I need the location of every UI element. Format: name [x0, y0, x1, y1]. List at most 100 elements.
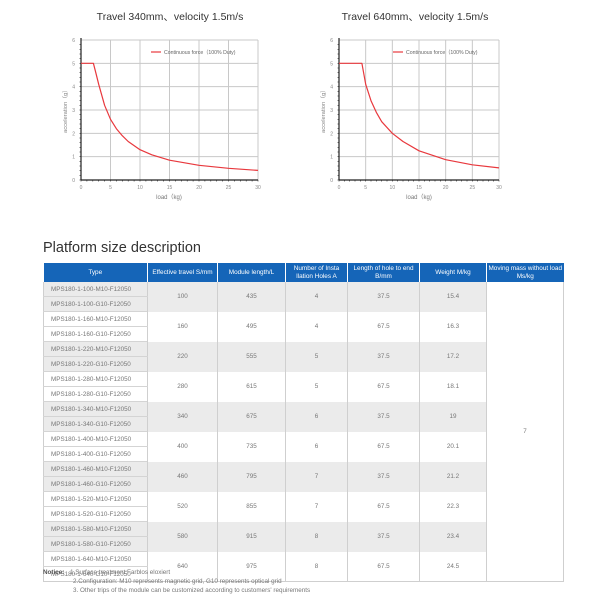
legend-label: Continuous force（100% Duty) [164, 49, 236, 56]
cell-hole-to-end: 37.5 [347, 521, 420, 552]
y-tick-label: 4 [72, 85, 75, 91]
cell-type: MPS180-1-220-M10-F12050 [43, 341, 148, 357]
cell-type: MPS180-1-340-M10-F12050 [43, 401, 148, 417]
y-tick-label: 3 [330, 108, 333, 114]
y-tick-label: 6 [72, 38, 75, 44]
cell-moving-mass: 7 [486, 282, 564, 582]
notice-label: Notice: [43, 569, 65, 576]
line-chart: 0 5 10 15 20 25 30 0 1 2 3 4 5 6 Continuous force（100%… [62, 38, 261, 201]
series-line [339, 62, 500, 169]
chart-title: Travel 640mm、velocity 1.5m/s [341, 11, 489, 23]
table-row: MPS180-1-340-G10-F12050 [43, 416, 564, 432]
cell-installation-holes: 5 [285, 341, 348, 372]
cell-hole-to-end: 37.5 [347, 401, 420, 432]
cell-type: MPS180-1-640-M10-F12050 [43, 551, 148, 567]
cell-installation-holes: 7 [285, 461, 348, 492]
table-row: MPS180-1-520-M10-F12050 520 855 7 67.5 22.3 [43, 491, 564, 522]
table-row: MPS180-1-580-G10-F12050 [43, 536, 564, 552]
cell-type: MPS180-1-340-G10-F12050 [43, 416, 148, 432]
header-type: Type [43, 263, 148, 282]
table-row: MPS180-1-280-G10-F12050 [43, 386, 564, 402]
cell-module-length: 675 [217, 401, 286, 432]
cell-effective-travel: 460 [147, 461, 218, 492]
y-axis-label: acceleration（g） [62, 87, 69, 133]
cell-weight: 22.3 [419, 491, 487, 522]
cell-installation-holes: 7 [285, 491, 348, 522]
cell-effective-travel: 280 [147, 371, 218, 402]
cell-weight: 17.2 [419, 341, 487, 372]
cell-module-length: 555 [217, 341, 286, 372]
cell-module-length: 975 [217, 551, 286, 582]
cell-weight: 21.2 [419, 461, 487, 492]
cell-module-length: 435 [217, 282, 286, 312]
table-row: MPS180-1-220-M10-F12050 220 555 5 37.5 17.2 [43, 341, 564, 372]
x-tick-label: 25 [470, 185, 476, 191]
cell-hole-to-end: 67.5 [347, 491, 420, 522]
cell-effective-travel: 520 [147, 491, 218, 522]
y-tick-label: 2 [72, 131, 75, 137]
table-row: MPS180-1-460-G10-F12050 [43, 476, 564, 492]
cell-type: MPS180-1-400-G10-F12050 [43, 446, 148, 462]
platform-size-table: Type Effective travel S/mm Module length… [43, 263, 564, 582]
y-tick-label: 5 [330, 61, 333, 67]
x-tick-label: 30 [496, 185, 502, 191]
table-row: MPS180-1-640-M10-F12050 640 975 8 67.5 24.5 [43, 551, 564, 582]
cell-type: MPS180-1-460-M10-F12050 [43, 461, 148, 477]
x-tick-label: 5 [364, 185, 367, 191]
x-tick-label: 20 [196, 185, 202, 191]
header-hole-to-end: Length of hole to end B/mm [347, 263, 420, 282]
y-tick-label: 1 [330, 155, 333, 161]
legend-label: Continuous force（100% Duty) [406, 49, 478, 56]
cell-type: MPS180-1-520-M10-F12050 [43, 491, 148, 507]
x-tick-label: 20 [443, 185, 449, 191]
cell-effective-travel: 580 [147, 521, 218, 552]
table-row: MPS180-1-100-G10-F12050 [43, 296, 564, 312]
cell-effective-travel: 160 [147, 311, 218, 342]
cell-module-length: 615 [217, 371, 286, 402]
cell-type: MPS180-1-460-G10-F12050 [43, 476, 148, 492]
table-row: MPS180-1-280-M10-F12050 280 615 5 67.5 18.1 [43, 371, 564, 402]
table-row: MPS180-1-220-G10-F12050 [43, 356, 564, 372]
x-axis-label: load（kg) [156, 194, 182, 201]
header-module-length: Module length/L [217, 263, 286, 282]
cell-hole-to-end: 37.5 [347, 461, 420, 492]
table-header-row: Type Effective travel S/mm Module length… [43, 263, 564, 282]
cell-weight: 24.5 [419, 551, 487, 582]
cell-type: MPS180-1-580-M10-F12050 [43, 521, 148, 537]
cell-hole-to-end: 37.5 [347, 341, 420, 372]
x-tick-label: 0 [338, 185, 341, 191]
cell-installation-holes: 8 [285, 551, 348, 582]
header-moving-mass: Moving mass without load Ms/kg [486, 263, 564, 282]
cell-weight: 15.4 [419, 282, 487, 312]
cell-type: MPS180-1-640-G10-F12050 [43, 566, 148, 582]
y-tick-label: 2 [330, 131, 333, 137]
cell-type: MPS180-1-520-G10-F12050 [43, 506, 148, 522]
x-tick-label: 30 [255, 185, 261, 191]
cell-hole-to-end: 37.5 [347, 282, 420, 312]
table-row: MPS180-1-520-G10-F12050 [43, 506, 564, 522]
series-line [81, 62, 259, 171]
cell-weight: 16.3 [419, 311, 487, 342]
cell-effective-travel: 400 [147, 431, 218, 462]
notice-line: 3. Other trips of the module can be cust… [73, 587, 311, 594]
cell-type: MPS180-1-100-G10-F12050 [43, 296, 148, 312]
cell-weight: 19 [419, 401, 487, 432]
table-row: MPS180-1-100-M10-F12050 100 435 4 37.5 15.4 7 [43, 282, 564, 582]
chart-title: Travel 340mm、velocity 1.5m/s [96, 11, 244, 23]
cell-installation-holes: 8 [285, 521, 348, 552]
x-tick-label: 10 [390, 185, 396, 191]
y-tick-label: 0 [330, 178, 333, 184]
cell-type: MPS180-1-280-G10-F12050 [43, 386, 148, 402]
chart-travel-640: Travel 640mm、velocity 1.5m/s 0 5 10 15 20 25 3… [300, 0, 600, 210]
notice-line: 2.Configuration: M10 represents magnetic… [73, 578, 282, 585]
cell-module-length: 735 [217, 431, 286, 462]
table-row: MPS180-1-640-G10-F12050 [43, 566, 564, 582]
cell-weight: 18.1 [419, 371, 487, 402]
table-row: MPS180-1-400-G10-F12050 [43, 446, 564, 462]
cell-type: MPS180-1-160-G10-F12050 [43, 326, 148, 342]
header-effective-travel: Effective travel S/mm [147, 263, 218, 282]
cell-type: MPS180-1-280-M10-F12050 [43, 371, 148, 387]
y-axis-label: acceleration（g） [320, 87, 327, 133]
x-tick-label: 10 [137, 185, 143, 191]
cell-module-length: 495 [217, 311, 286, 342]
